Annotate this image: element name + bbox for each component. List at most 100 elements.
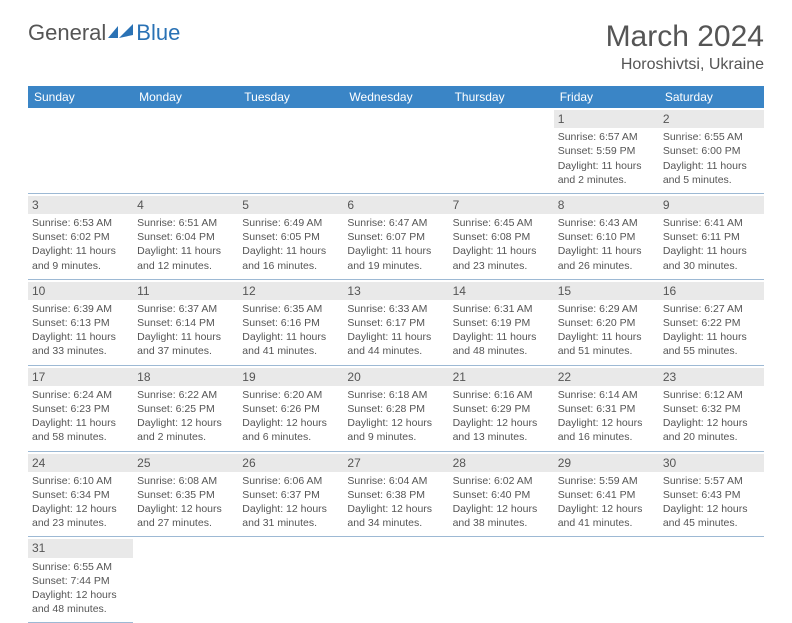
sunset-text: Sunset: 6:10 PM <box>558 230 655 244</box>
sunrise-text: Sunrise: 6:37 AM <box>137 302 234 316</box>
daylight-text: Daylight: 11 hours <box>32 330 129 344</box>
calendar-day-cell: 26Sunrise: 6:06 AMSunset: 6:37 PMDayligh… <box>238 451 343 537</box>
sunrise-text: Sunrise: 6:02 AM <box>453 474 550 488</box>
location: Horoshivtsi, Ukraine <box>606 56 764 74</box>
sunrise-text: Sunrise: 6:29 AM <box>558 302 655 316</box>
day-number: 19 <box>238 368 343 386</box>
day-number: 11 <box>133 282 238 300</box>
daylight-text: and 48 minutes. <box>453 344 550 358</box>
sunrise-text: Sunrise: 6:04 AM <box>347 474 444 488</box>
daylight-text: Daylight: 12 hours <box>137 502 234 516</box>
day-number: 10 <box>28 282 133 300</box>
sunset-text: Sunset: 7:44 PM <box>32 574 129 588</box>
sunrise-text: Sunrise: 6:45 AM <box>453 216 550 230</box>
calendar-day-cell: 19Sunrise: 6:20 AMSunset: 6:26 PMDayligh… <box>238 365 343 451</box>
calendar-day-cell: 20Sunrise: 6:18 AMSunset: 6:28 PMDayligh… <box>343 365 448 451</box>
sunset-text: Sunset: 6:37 PM <box>242 488 339 502</box>
daylight-text: Daylight: 12 hours <box>242 416 339 430</box>
daylight-text: and 30 minutes. <box>663 259 760 273</box>
sunset-text: Sunset: 6:04 PM <box>137 230 234 244</box>
weekday-header: Saturday <box>659 86 764 108</box>
daylight-text: Daylight: 12 hours <box>32 588 129 602</box>
calendar-day-cell: 10Sunrise: 6:39 AMSunset: 6:13 PMDayligh… <box>28 279 133 365</box>
calendar-table: SundayMondayTuesdayWednesdayThursdayFrid… <box>28 86 764 623</box>
daylight-text: Daylight: 11 hours <box>558 159 655 173</box>
sunrise-text: Sunrise: 6:06 AM <box>242 474 339 488</box>
calendar-week-row: 3Sunrise: 6:53 AMSunset: 6:02 PMDaylight… <box>28 193 764 279</box>
day-number: 6 <box>343 196 448 214</box>
calendar-day-cell: 2Sunrise: 6:55 AMSunset: 6:00 PMDaylight… <box>659 108 764 193</box>
calendar-day-cell: 14Sunrise: 6:31 AMSunset: 6:19 PMDayligh… <box>449 279 554 365</box>
daylight-text: and 6 minutes. <box>242 430 339 444</box>
day-number: 18 <box>133 368 238 386</box>
title-block: March 2024 Horoshivtsi, Ukraine <box>606 20 764 74</box>
sunrise-text: Sunrise: 6:22 AM <box>137 388 234 402</box>
daylight-text: and 51 minutes. <box>558 344 655 358</box>
calendar-day-cell: 1Sunrise: 6:57 AMSunset: 5:59 PMDaylight… <box>554 108 659 193</box>
daylight-text: and 2 minutes. <box>137 430 234 444</box>
daylight-text: and 23 minutes. <box>32 516 129 530</box>
daylight-text: Daylight: 11 hours <box>32 244 129 258</box>
sunrise-text: Sunrise: 6:53 AM <box>32 216 129 230</box>
header: General Blue March 2024 Horoshivtsi, Ukr… <box>28 20 764 74</box>
sunrise-text: Sunrise: 6:33 AM <box>347 302 444 316</box>
daylight-text: and 13 minutes. <box>453 430 550 444</box>
day-number: 27 <box>343 454 448 472</box>
daylight-text: Daylight: 11 hours <box>558 244 655 258</box>
logo-text-general: General <box>28 20 106 46</box>
sunset-text: Sunset: 6:31 PM <box>558 402 655 416</box>
daylight-text: Daylight: 12 hours <box>453 416 550 430</box>
sunrise-text: Sunrise: 6:24 AM <box>32 388 129 402</box>
sunrise-text: Sunrise: 6:12 AM <box>663 388 760 402</box>
daylight-text: Daylight: 12 hours <box>347 502 444 516</box>
day-number: 14 <box>449 282 554 300</box>
calendar-day-cell: 6Sunrise: 6:47 AMSunset: 6:07 PMDaylight… <box>343 193 448 279</box>
daylight-text: and 31 minutes. <box>242 516 339 530</box>
calendar-day-cell: 12Sunrise: 6:35 AMSunset: 6:16 PMDayligh… <box>238 279 343 365</box>
day-number: 4 <box>133 196 238 214</box>
daylight-text: and 20 minutes. <box>663 430 760 444</box>
daylight-text: and 45 minutes. <box>663 516 760 530</box>
day-number: 16 <box>659 282 764 300</box>
sunset-text: Sunset: 6:28 PM <box>347 402 444 416</box>
daylight-text: and 9 minutes. <box>32 259 129 273</box>
daylight-text: Daylight: 12 hours <box>242 502 339 516</box>
sunrise-text: Sunrise: 6:55 AM <box>32 560 129 574</box>
day-number: 22 <box>554 368 659 386</box>
daylight-text: Daylight: 11 hours <box>558 330 655 344</box>
sunset-text: Sunset: 5:59 PM <box>558 144 655 158</box>
sunset-text: Sunset: 6:29 PM <box>453 402 550 416</box>
sunrise-text: Sunrise: 6:31 AM <box>453 302 550 316</box>
calendar-empty-cell <box>449 537 554 623</box>
daylight-text: Daylight: 11 hours <box>663 244 760 258</box>
calendar-day-cell: 13Sunrise: 6:33 AMSunset: 6:17 PMDayligh… <box>343 279 448 365</box>
sunset-text: Sunset: 6:17 PM <box>347 316 444 330</box>
daylight-text: Daylight: 12 hours <box>137 416 234 430</box>
calendar-day-cell: 29Sunrise: 5:59 AMSunset: 6:41 PMDayligh… <box>554 451 659 537</box>
daylight-text: Daylight: 12 hours <box>558 416 655 430</box>
sunset-text: Sunset: 6:14 PM <box>137 316 234 330</box>
sunrise-text: Sunrise: 6:41 AM <box>663 216 760 230</box>
daylight-text: and 27 minutes. <box>137 516 234 530</box>
daylight-text: Daylight: 11 hours <box>347 330 444 344</box>
sunrise-text: Sunrise: 6:10 AM <box>32 474 129 488</box>
weekday-header: Sunday <box>28 86 133 108</box>
daylight-text: and 26 minutes. <box>558 259 655 273</box>
daylight-text: and 9 minutes. <box>347 430 444 444</box>
calendar-header-row: SundayMondayTuesdayWednesdayThursdayFrid… <box>28 86 764 108</box>
calendar-day-cell: 16Sunrise: 6:27 AMSunset: 6:22 PMDayligh… <box>659 279 764 365</box>
sunrise-text: Sunrise: 6:14 AM <box>558 388 655 402</box>
weekday-header: Tuesday <box>238 86 343 108</box>
sunset-text: Sunset: 6:43 PM <box>663 488 760 502</box>
sunrise-text: Sunrise: 6:43 AM <box>558 216 655 230</box>
sunrise-text: Sunrise: 5:59 AM <box>558 474 655 488</box>
daylight-text: Daylight: 11 hours <box>663 330 760 344</box>
calendar-empty-cell <box>133 108 238 193</box>
calendar-day-cell: 21Sunrise: 6:16 AMSunset: 6:29 PMDayligh… <box>449 365 554 451</box>
logo-text-blue: Blue <box>136 20 180 46</box>
calendar-day-cell: 31Sunrise: 6:55 AMSunset: 7:44 PMDayligh… <box>28 537 133 623</box>
sunrise-text: Sunrise: 6:39 AM <box>32 302 129 316</box>
daylight-text: and 19 minutes. <box>347 259 444 273</box>
calendar-empty-cell <box>554 537 659 623</box>
calendar-day-cell: 30Sunrise: 5:57 AMSunset: 6:43 PMDayligh… <box>659 451 764 537</box>
